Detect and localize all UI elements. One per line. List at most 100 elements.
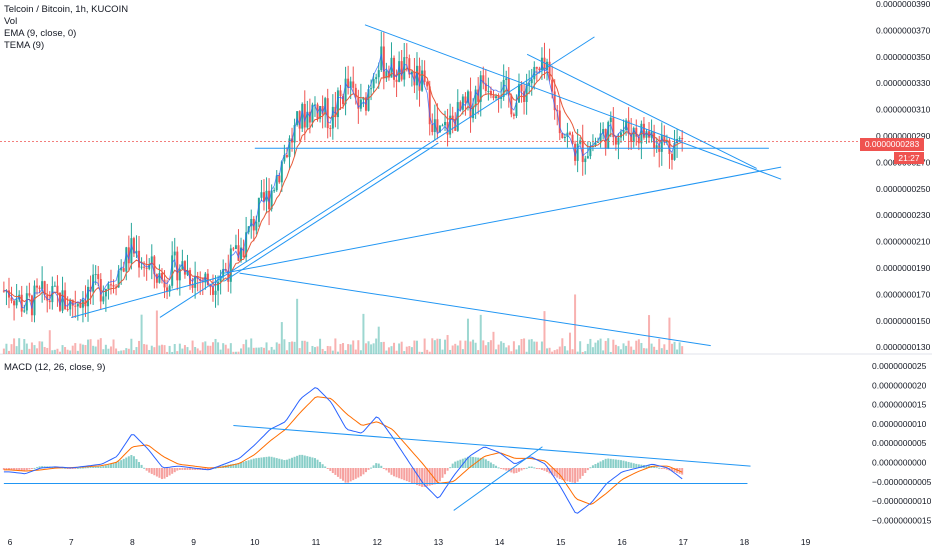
volume-bar <box>311 345 314 354</box>
volume-bar <box>199 350 202 354</box>
price-pane[interactable] <box>0 24 932 355</box>
price-tick-label: 0.0000000390 <box>876 0 931 9</box>
candle-body <box>160 273 163 280</box>
volume-bar <box>538 350 541 354</box>
time-axis[interactable]: 6 7 8 9 10 11 12 13 14 15 16 17 18 19 <box>8 537 811 547</box>
macd-histogram-bar <box>538 468 541 470</box>
macd-histogram-bar <box>298 454 301 468</box>
volume-bar <box>543 311 546 354</box>
volume-bar <box>436 338 439 354</box>
macd-histogram-bar <box>342 468 345 481</box>
candle-body <box>148 264 151 269</box>
macd-axis[interactable]: 0.0000000025 0.0000000020 0.0000000015 0.00… <box>872 361 932 525</box>
macd-histogram-bar <box>43 466 46 468</box>
macd-tick-label: 0.0000000015 <box>872 400 927 410</box>
candle-body <box>446 121 449 135</box>
candle-body <box>120 268 123 271</box>
macd-histogram-bar <box>76 467 79 469</box>
volume-bar <box>186 347 189 354</box>
volume-bar <box>46 347 49 354</box>
volume-trendline <box>239 272 711 347</box>
time-tick-label: 14 <box>495 537 505 547</box>
candle-body <box>46 294 49 301</box>
candle-body <box>375 77 378 80</box>
candle-body <box>97 274 100 280</box>
volume-bar <box>405 346 408 354</box>
price-axis[interactable]: 0.0000000390 0.0000000370 0.0000000350 0.00… <box>876 0 931 352</box>
candle-body <box>53 285 56 287</box>
volume-bar <box>209 345 212 354</box>
candle-body <box>505 78 508 80</box>
volume-bar <box>528 339 531 354</box>
candle-body <box>642 123 645 138</box>
macd-histogram-bar <box>232 463 235 468</box>
volume-bar <box>410 347 413 354</box>
volume-bar <box>155 310 158 354</box>
macd-histogram-bar <box>418 468 421 486</box>
volume-bar <box>622 343 625 354</box>
symbol-title: Telcoin / Bitcoin, 1h, KUCOIN <box>4 4 129 15</box>
macd-histogram-bar <box>349 468 352 482</box>
macd-histogram-bar <box>112 463 115 468</box>
macd-histogram-bar <box>597 462 600 468</box>
candle-body <box>495 96 498 99</box>
candle-body <box>597 141 600 143</box>
macd-histogram-bar <box>66 468 69 469</box>
volume-bar <box>135 347 138 354</box>
macd-histogram-bar <box>393 468 396 477</box>
macd-histogram-bar <box>23 468 26 471</box>
candle-body <box>28 293 31 296</box>
volume-bar <box>308 351 311 354</box>
candle-body <box>257 197 260 222</box>
volume-bar <box>160 344 163 354</box>
volume-bar <box>329 346 332 354</box>
volume-bar <box>444 339 447 354</box>
candle-body <box>584 158 587 163</box>
volume-bar <box>637 339 640 354</box>
macd-histogram-bar <box>38 466 41 468</box>
candle-body <box>479 75 482 102</box>
volume-bar <box>237 351 240 354</box>
macd-histogram-bar <box>303 455 306 468</box>
candle-body <box>132 238 135 254</box>
macd-histogram-bar <box>109 463 112 468</box>
volume-bar <box>474 342 477 354</box>
candle-body <box>433 119 436 133</box>
candle-body <box>456 102 459 131</box>
macd-histogram-bar <box>102 466 105 468</box>
macd-histogram-bar <box>15 468 18 471</box>
candle-body <box>408 58 411 75</box>
macd-histogram-bar <box>89 467 92 469</box>
candle-body <box>530 79 533 84</box>
candle-body <box>339 90 342 97</box>
macd-histogram-bar <box>132 456 135 468</box>
volume-bar <box>495 349 498 354</box>
volume-bar <box>632 349 635 354</box>
macd-histogram-bar <box>528 466 531 468</box>
volume-bar <box>285 350 288 354</box>
volume-bar <box>451 345 454 354</box>
price-tick-label: 0.0000000150 <box>876 316 931 326</box>
macd-histogram-bar <box>316 459 319 468</box>
candle-body <box>405 57 408 59</box>
volume-bar <box>362 313 365 354</box>
macd-histogram-bar <box>153 468 156 476</box>
macd-pane[interactable] <box>2 387 751 514</box>
volume-bar <box>408 346 411 354</box>
macd-histogram-bar <box>311 457 314 468</box>
candle-body <box>262 192 265 202</box>
macd-histogram-bar <box>609 458 612 468</box>
volume-bar <box>204 341 207 354</box>
volume-bar <box>145 344 148 354</box>
candle-body <box>660 135 663 152</box>
macd-histogram-bar <box>648 465 651 468</box>
volume-bar <box>36 348 39 354</box>
volume-bar <box>112 339 115 354</box>
candle-body <box>38 287 41 289</box>
candle-body <box>336 90 339 118</box>
volume-bar <box>148 350 151 354</box>
macd-histogram-bar <box>130 455 133 468</box>
macd-histogram-bar <box>257 457 260 468</box>
volume-bar <box>517 345 520 354</box>
